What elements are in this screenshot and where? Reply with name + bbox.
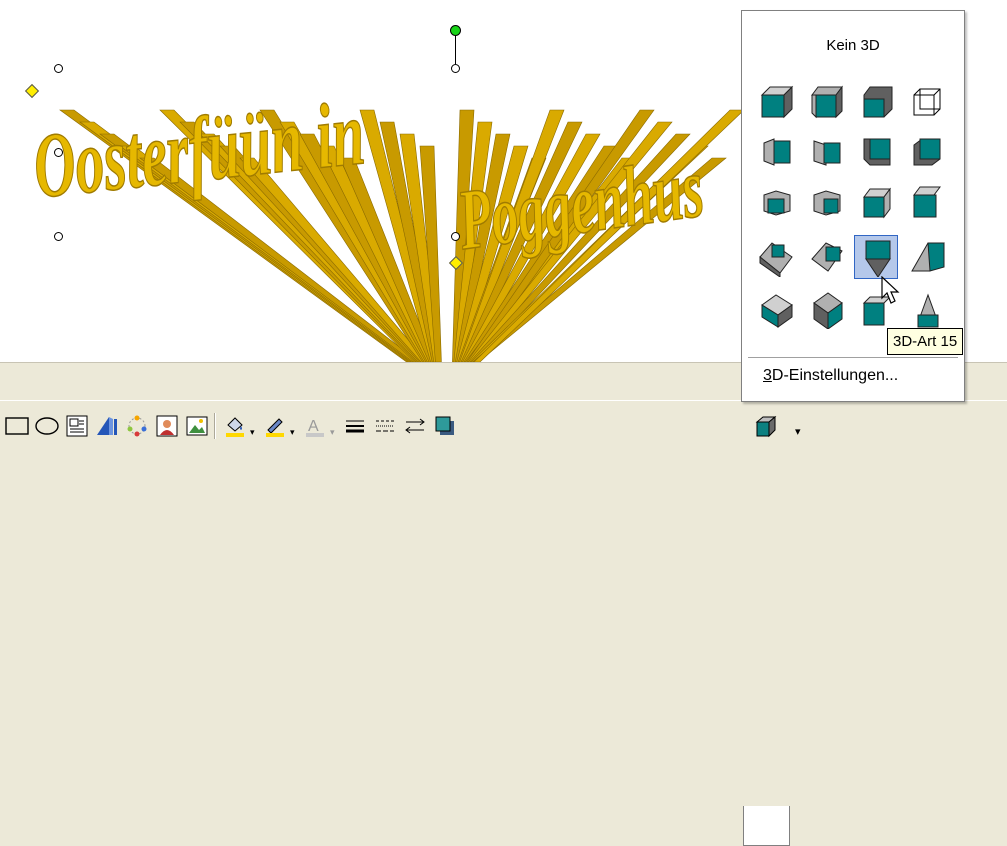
resize-handle-top-left[interactable] bbox=[54, 64, 63, 73]
rectangle-icon[interactable] bbox=[4, 413, 30, 439]
extrusion-beam bbox=[467, 121, 673, 362]
3d-style-20-icon[interactable] bbox=[904, 287, 948, 331]
wordart-object[interactable]: Oosterfüün in Poggenhus bbox=[0, 0, 1007, 362]
3d-style-14-icon[interactable] bbox=[804, 235, 848, 279]
3d-style-18-icon[interactable] bbox=[804, 287, 848, 331]
fill-color-dropdown-icon[interactable]: ▾ bbox=[250, 427, 255, 437]
clip-art-icon[interactable] bbox=[154, 413, 180, 439]
extrusion-beam bbox=[399, 133, 441, 362]
3d-style-13-icon[interactable] bbox=[754, 235, 798, 279]
line-color-dropdown-icon[interactable]: ▾ bbox=[290, 427, 295, 437]
3d-style-9-icon[interactable] bbox=[754, 179, 798, 223]
3d-style-4-icon[interactable] bbox=[904, 79, 948, 123]
oval-icon[interactable] bbox=[34, 413, 60, 439]
3d-style-7-icon[interactable] bbox=[854, 129, 898, 173]
mouse-cursor-icon bbox=[881, 276, 900, 304]
extrusion-beam bbox=[469, 133, 691, 362]
extrusion-beam bbox=[239, 157, 428, 362]
wordart-text-right: Poggenhus bbox=[452, 140, 709, 268]
text-box-icon[interactable] bbox=[64, 413, 90, 439]
resize-handle-top[interactable] bbox=[451, 64, 460, 73]
3d-style-2-icon[interactable] bbox=[804, 79, 848, 123]
line-color-icon[interactable] bbox=[262, 413, 288, 439]
extrusion-beam bbox=[473, 109, 745, 362]
wordart-extrusion-left bbox=[59, 109, 442, 362]
3d-style-16-icon[interactable] bbox=[904, 235, 948, 279]
picture-icon[interactable] bbox=[184, 413, 210, 439]
extrusion-beam bbox=[359, 109, 437, 362]
font-color-dropdown-icon: ▾ bbox=[330, 427, 335, 437]
3d-style-dropdown-icon[interactable]: ▾ bbox=[795, 426, 801, 438]
arrow-style-icon[interactable] bbox=[402, 413, 428, 439]
3d-style-17-icon[interactable] bbox=[754, 287, 798, 331]
3d-style-6-icon[interactable] bbox=[804, 129, 848, 173]
dash-style-icon[interactable] bbox=[372, 413, 398, 439]
resize-handle-bottom-left[interactable] bbox=[54, 232, 63, 241]
wordart-icon[interactable] bbox=[94, 413, 120, 439]
extrusion-beam bbox=[472, 157, 727, 362]
3d-style-icon[interactable] bbox=[752, 413, 778, 439]
extrusion-beam bbox=[454, 133, 511, 362]
extrusion-beam bbox=[139, 157, 420, 362]
3d-settings-option[interactable]: 3D-Einstellungen... bbox=[763, 367, 898, 385]
wordart-extrusion-right bbox=[452, 109, 745, 362]
drawing-toolbar: ▾ ▾ A ▾ ▾ bbox=[0, 400, 1007, 846]
3d-settings-accelerator: 3 bbox=[763, 367, 772, 384]
diagram-icon[interactable] bbox=[124, 413, 150, 439]
rotation-stem bbox=[455, 36, 456, 64]
extrusion-beam bbox=[466, 109, 655, 362]
extrusion-beam bbox=[459, 109, 565, 362]
rotation-handle[interactable] bbox=[450, 25, 461, 36]
extrusion-beam bbox=[462, 133, 601, 362]
3d-style-12-icon[interactable] bbox=[904, 179, 948, 223]
3d-style-menu: Kein 3D 3D-Einstellungen... bbox=[741, 10, 965, 402]
3d-style-8-icon[interactable] bbox=[904, 129, 948, 173]
3d-style-button-pressed[interactable] bbox=[743, 806, 790, 846]
extrusion-beam bbox=[319, 145, 434, 362]
3d-settings-label: D-Einstellungen... bbox=[771, 367, 899, 384]
3d-style-3-icon[interactable] bbox=[854, 79, 898, 123]
3d-style-11-icon[interactable] bbox=[854, 179, 898, 223]
extrusion-beam bbox=[460, 121, 583, 362]
menu-separator bbox=[748, 357, 958, 358]
shadow-style-icon[interactable] bbox=[432, 413, 458, 439]
extrusion-beam bbox=[419, 145, 442, 362]
3d-style-5-icon[interactable] bbox=[754, 129, 798, 173]
3d-style-10-icon[interactable] bbox=[804, 179, 848, 223]
resize-handle-left[interactable] bbox=[54, 148, 63, 157]
3d-style-15-icon[interactable] bbox=[854, 235, 898, 279]
extrusion-beam bbox=[452, 109, 475, 362]
line-style-icon[interactable] bbox=[342, 413, 368, 439]
3d-style-19-icon[interactable] bbox=[854, 287, 898, 331]
extrusion-beam bbox=[339, 157, 436, 362]
font-color-icon[interactable]: A bbox=[302, 413, 328, 439]
3d-style-1-icon[interactable] bbox=[754, 79, 798, 123]
fill-color-icon[interactable] bbox=[222, 413, 248, 439]
no-3d-option[interactable]: Kein 3D bbox=[826, 37, 880, 54]
resize-handle-bottom[interactable] bbox=[451, 232, 460, 241]
extrusion-beam bbox=[453, 121, 493, 362]
extrusion-beam bbox=[379, 121, 439, 362]
tooltip: 3D-Art 15 bbox=[887, 328, 964, 355]
svg-text:A: A bbox=[308, 418, 319, 435]
extrusion-beam bbox=[456, 145, 529, 362]
